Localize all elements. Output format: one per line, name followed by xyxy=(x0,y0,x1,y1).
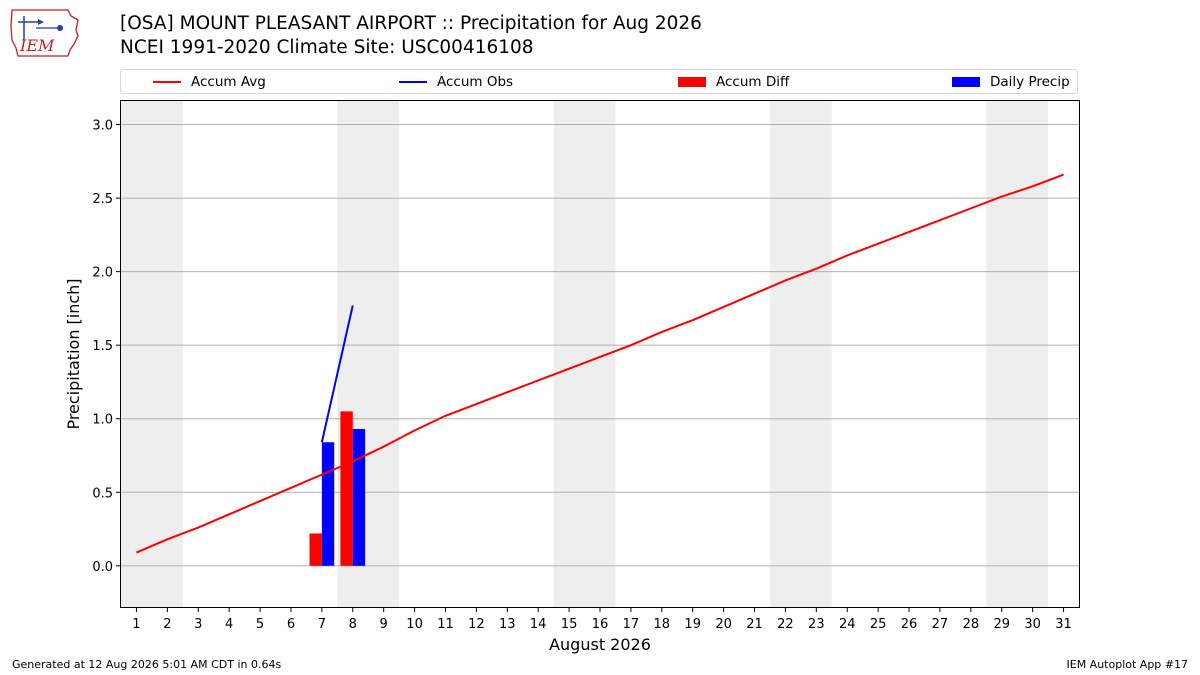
footer-generated: Generated at 12 Aug 2026 5:01 AM CDT in … xyxy=(12,658,282,671)
x-tick-label-9: 10 xyxy=(406,617,423,632)
x-axis-ticks: 1 2 3 4 5 6 7 8 9 10 11 12 13 14 15 16 17 18 19 20 21 22 23 24 2… xyxy=(132,607,1072,632)
x-tick-label-6: 7 xyxy=(318,617,326,632)
legend-swatch-daily-precip xyxy=(952,76,980,87)
x-tick-label-12: 13 xyxy=(499,617,516,632)
shade-band-4 xyxy=(986,101,1049,607)
legend-item-accum-avg: Accum Avg xyxy=(153,70,266,93)
x-tick-label-29: 30 xyxy=(1024,617,1041,632)
iem-logo: IEM xyxy=(10,9,79,57)
chart-subtitle: NCEI 1991-2020 Climate Site: USC00416108 xyxy=(120,37,534,58)
line-accum-avg xyxy=(136,173,1064,554)
bars xyxy=(309,411,366,566)
series-lines xyxy=(136,173,1064,554)
bar-accum-diff-day-7 xyxy=(309,533,322,566)
chart-legend: Accum Avg Accum Obs Accum Diff Daily Pre… xyxy=(120,69,1078,94)
x-tick-label-7: 8 xyxy=(349,617,357,632)
legend-label-accum-obs: Accum Obs xyxy=(437,73,514,90)
x-tick-label-14: 15 xyxy=(561,617,578,632)
legend-swatch-accum-diff xyxy=(678,76,706,87)
x-tick-label-3: 4 xyxy=(225,617,233,632)
x-tick-label-30: 31 xyxy=(1055,617,1072,632)
y-axis-ticks: 0.0 0.5 1.0 1.5 2.0 2.5 3.0 xyxy=(92,119,121,575)
y-tick-label-4: 2.0 xyxy=(92,266,113,281)
x-tick-label-16: 17 xyxy=(623,617,640,632)
x-tick-label-27: 28 xyxy=(963,617,980,632)
legend-label-accum-avg: Accum Avg xyxy=(191,73,266,90)
logo-text: IEM xyxy=(19,36,55,55)
x-axis-label: August 2026 xyxy=(549,635,651,654)
x-tick-label-15: 16 xyxy=(592,617,609,632)
x-tick-label-25: 26 xyxy=(901,617,918,632)
y-axis-label: Precipitation [inch] xyxy=(64,278,83,429)
y-tick-label-2: 1.0 xyxy=(92,413,113,428)
y-tick-label-3: 1.5 xyxy=(92,339,113,354)
legend-item-daily-precip: Daily Precip xyxy=(952,70,1070,93)
chart-title: [OSA] MOUNT PLEASANT AIRPORT :: Precipit… xyxy=(120,13,702,34)
x-tick-label-5: 6 xyxy=(287,617,295,632)
footer-app: IEM Autoplot App #17 xyxy=(1066,658,1189,671)
x-tick-label-26: 27 xyxy=(932,617,949,632)
y-tick-label-6: 3.0 xyxy=(92,119,113,134)
bar-daily-precip-day-8 xyxy=(352,429,366,566)
legend-label-accum-diff: Accum Diff xyxy=(716,73,790,90)
x-tick-label-23: 24 xyxy=(839,617,856,632)
legend-label-daily-precip: Daily Precip xyxy=(990,73,1070,90)
x-tick-label-0: 1 xyxy=(132,617,140,632)
legend-item-accum-obs: Accum Obs xyxy=(399,70,513,93)
legend-swatch-accum-obs xyxy=(399,80,427,83)
legend-swatch-accum-avg xyxy=(153,80,181,83)
gridlines xyxy=(121,124,1079,567)
x-tick-label-18: 19 xyxy=(684,617,701,632)
line-accum-obs xyxy=(320,305,354,443)
x-tick-label-10: 11 xyxy=(437,617,454,632)
x-tick-label-1: 2 xyxy=(163,617,171,632)
x-tick-label-19: 20 xyxy=(715,617,732,632)
shade-band-3 xyxy=(769,101,832,607)
weekend-shading xyxy=(121,101,1049,607)
x-tick-label-4: 5 xyxy=(256,617,264,632)
x-tick-label-8: 9 xyxy=(380,617,388,632)
legend-item-accum-diff: Accum Diff xyxy=(678,70,789,93)
shade-band-0 xyxy=(121,101,183,607)
chart-header: [OSA] MOUNT PLEASANT AIRPORT :: Precipit… xyxy=(120,12,702,60)
x-tick-label-2: 3 xyxy=(194,617,202,632)
x-tick-label-24: 25 xyxy=(870,617,887,632)
x-tick-label-17: 18 xyxy=(654,617,671,632)
y-tick-label-1: 0.5 xyxy=(92,486,113,501)
y-tick-label-5: 2.5 xyxy=(92,192,113,207)
x-tick-label-22: 23 xyxy=(808,617,825,632)
y-tick-label-0: 0.0 xyxy=(92,560,113,575)
x-tick-label-13: 14 xyxy=(530,617,547,632)
x-tick-label-11: 12 xyxy=(468,617,485,632)
x-tick-label-21: 22 xyxy=(777,617,794,632)
x-tick-label-28: 29 xyxy=(993,617,1010,632)
bar-daily-precip-day-7 xyxy=(321,442,335,566)
bar-accum-diff-day-8 xyxy=(340,411,353,566)
x-tick-label-20: 21 xyxy=(746,617,763,632)
